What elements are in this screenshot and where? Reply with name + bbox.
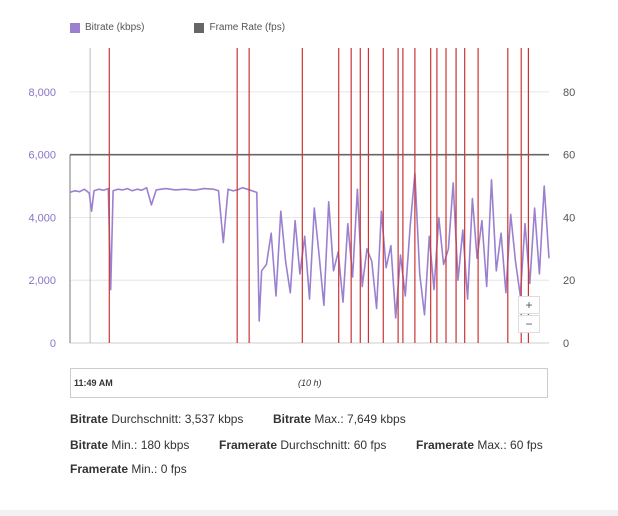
- left-tick-label: 4,000: [28, 212, 56, 224]
- navigator-start-time: 11:49 AM: [74, 378, 113, 388]
- left-tick-label: 8,000: [28, 87, 56, 99]
- stat-value: Durchschnitt: 3,537 kbps: [108, 412, 244, 426]
- zoom-in-button[interactable]: +: [518, 296, 540, 314]
- stat-value: Durchschnitt: 60 fps: [277, 438, 387, 452]
- legend-label-bitrate: Bitrate (kbps): [85, 22, 145, 33]
- stat-value: Max.: 7,649 kbps: [311, 412, 406, 426]
- stat-bitrate-min: Bitrate Min.: 180 kbps: [70, 438, 189, 452]
- plot-region: [69, 48, 550, 344]
- stat-bitrate-average: Bitrate Durchschnitt: 3,537 kbps: [70, 412, 243, 426]
- stat-value: Min.: 180 kbps: [108, 438, 190, 452]
- stat-value: Max.: 60 fps: [474, 438, 543, 452]
- legend: Bitrate (kbps) Frame Rate (fps): [70, 22, 285, 33]
- stat-value: Min.: 0 fps: [128, 462, 187, 476]
- legend-item-bitrate[interactable]: Bitrate (kbps): [70, 22, 144, 33]
- stat-key: Framerate: [219, 438, 278, 452]
- legend-swatch-framerate: [194, 22, 205, 33]
- right-tick-label: 80: [563, 87, 575, 99]
- stat-bitrate-max: Bitrate Max.: 7,649 kbps: [273, 412, 406, 426]
- legend-label-framerate: Frame Rate (fps): [209, 22, 286, 33]
- stat-framerate-min: Framerate Min.: 0 fps: [70, 462, 187, 476]
- right-tick-label: 20: [563, 275, 575, 287]
- right-tick-label: 40: [563, 212, 575, 224]
- navigator-duration: (10 h): [298, 378, 322, 388]
- stat-key: Bitrate: [273, 412, 312, 426]
- stat-framerate-average: Framerate Durchschnitt: 60 fps: [219, 438, 386, 452]
- series-bitrate-line: [69, 172, 550, 322]
- stat-key: Framerate: [70, 462, 129, 476]
- stat-key: Bitrate: [70, 438, 109, 452]
- footer-bar: [0, 510, 618, 516]
- right-tick-label: 0: [563, 338, 569, 350]
- zoom-out-button[interactable]: −: [518, 315, 540, 333]
- legend-swatch-bitrate: [70, 22, 80, 33]
- right-axis: 0 20 40 60 80: [563, 87, 575, 350]
- legend-item-framerate[interactable]: Frame Rate (fps): [194, 22, 285, 33]
- left-tick-label: 2,000: [28, 275, 56, 287]
- left-tick-label: 6,000: [28, 150, 56, 162]
- time-navigator[interactable]: 11:49 AM (10 h): [70, 368, 548, 398]
- stat-key: Framerate: [416, 438, 475, 452]
- left-axis: 0 2,000 4,000 6,000 8,000: [28, 87, 56, 350]
- right-tick-label: 60: [563, 150, 575, 162]
- left-tick-label: 0: [50, 338, 56, 350]
- stat-key: Bitrate: [70, 412, 109, 426]
- stat-framerate-max: Framerate Max.: 60 fps: [416, 438, 543, 452]
